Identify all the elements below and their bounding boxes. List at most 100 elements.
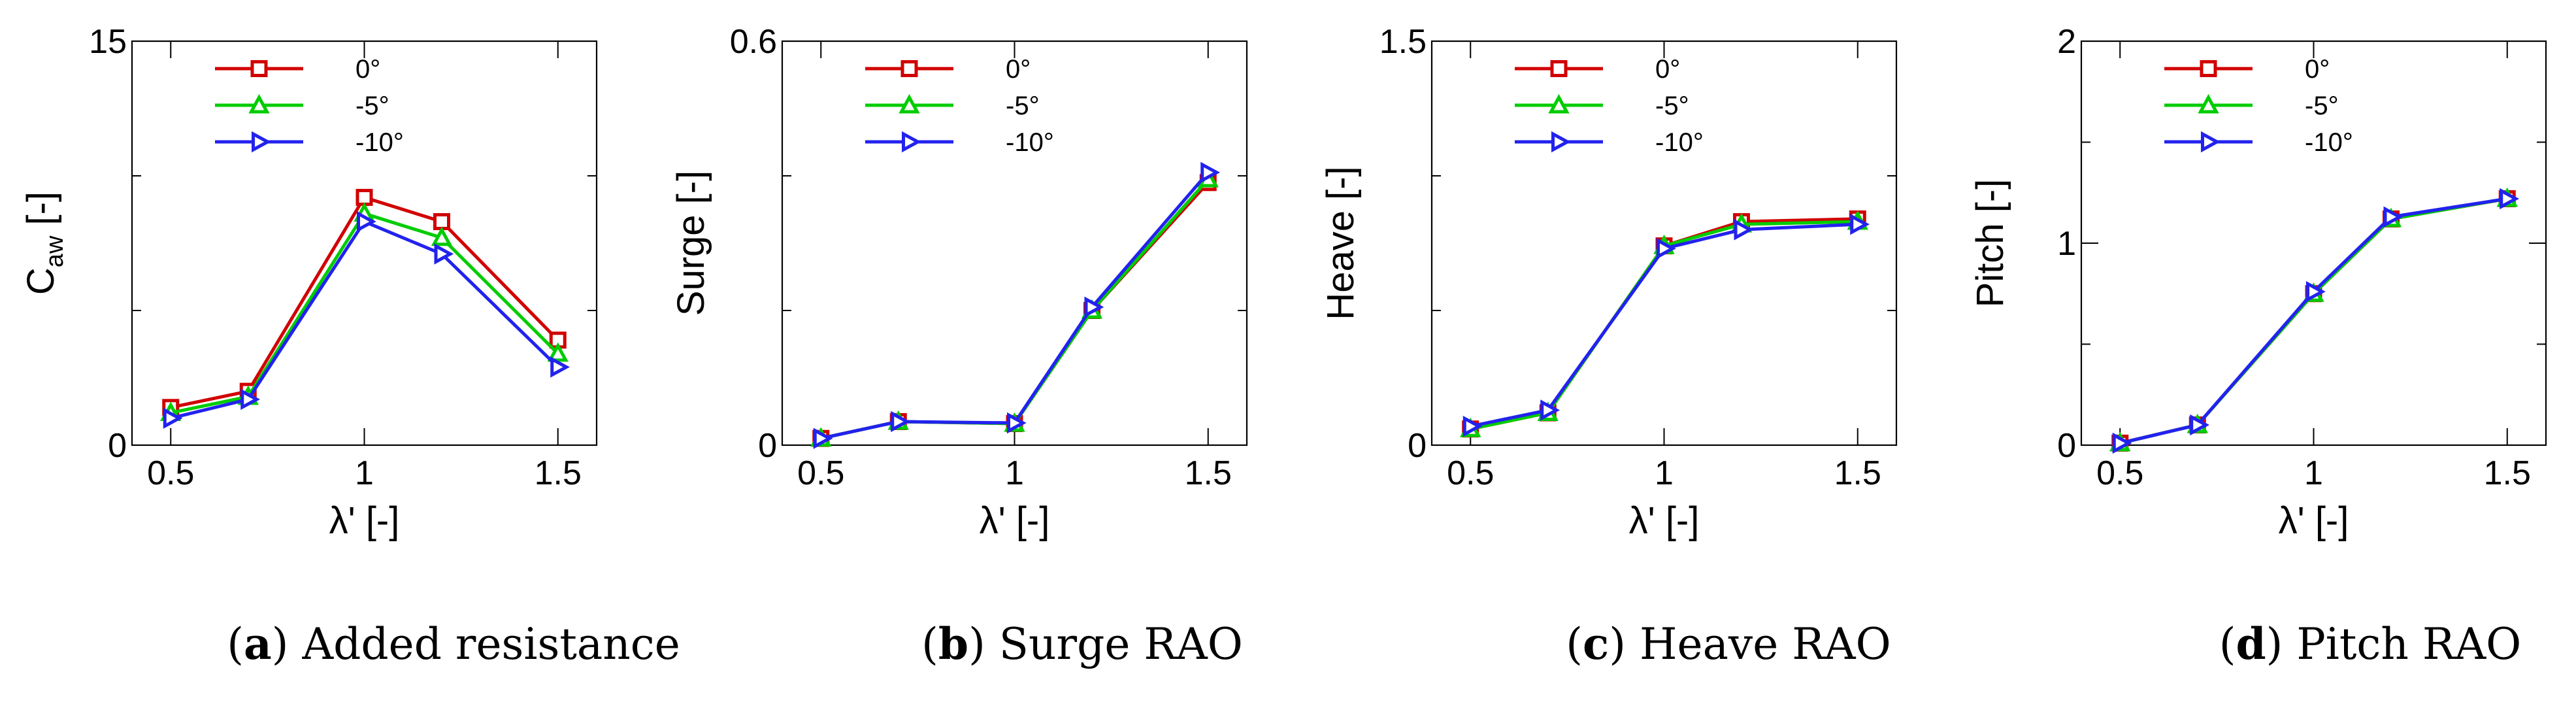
caption-text-d: Pitch RAO (2296, 619, 2522, 669)
data-point-a-2-0 (163, 407, 183, 429)
data-point-b-2-0 (813, 427, 833, 449)
data-point-d-2-2 (2306, 280, 2326, 303)
data-point-d-2-1 (2190, 414, 2209, 436)
data-point-a-1-4 (547, 342, 569, 362)
data-point-a-2-3 (434, 243, 454, 265)
y-axis-label-b: Surge [-] (670, 171, 712, 316)
series-line-b-1 (820, 178, 1210, 441)
y-axis-label-suffix-a: [-] (20, 192, 62, 236)
y-axis-label-subscript-a: aw (41, 235, 69, 267)
y-axis-label-main-d: Pitch [-] (1969, 179, 2011, 308)
y-tick-label-b-0: 0 (758, 427, 777, 465)
legend-label-b-2: -10° (1006, 128, 1054, 157)
y-tick-label-d-1: 1 (2057, 225, 2076, 263)
caption-letter-a: a (243, 618, 272, 669)
legend-label-c-1: -5° (1655, 92, 1689, 120)
x-axis-label-c: λ' [-] (1629, 499, 1700, 542)
x-tick-label-b-0: 0.5 (797, 454, 844, 492)
series-line-d-2 (2119, 197, 2508, 445)
legend-label-a-2: -10° (355, 128, 404, 157)
legend-label-b-1: -5° (1006, 92, 1040, 120)
x-tick-label-b-1: 1 (1005, 454, 1024, 492)
data-point-d-2-0 (2112, 432, 2132, 454)
y-tick-label-a-0: 0 (108, 427, 127, 465)
series-line-a-2 (170, 220, 559, 420)
data-point-a-0-3 (433, 213, 450, 231)
x-tick-label-c-0: 0.5 (1447, 454, 1494, 492)
y-axis-label-c: Heave [-] (1319, 166, 1362, 320)
y-axis-label-main-a: C (20, 267, 62, 295)
legend-label-c-0: 0° (1655, 55, 1680, 84)
legend-marker-a-1 (248, 93, 270, 114)
x-axis-label-a: λ' [-] (329, 499, 400, 542)
caption-text-b: Surge RAO (999, 619, 1243, 669)
data-point-d-2-3 (2383, 206, 2403, 228)
y-tick-label-c-1: 1.5 (1379, 23, 1427, 61)
data-point-b-2-2 (1007, 412, 1027, 434)
y-tick-label-d-2: 2 (2057, 23, 2076, 61)
data-point-c-2-3 (1734, 219, 1754, 241)
series-line-a-0 (170, 195, 559, 409)
caption-c: (c) Heave RAO (1566, 618, 1891, 669)
caption-letter-d: d (2236, 618, 2266, 669)
caption-d: (d) Pitch RAO (2219, 618, 2522, 669)
legend-marker-a-0 (250, 60, 268, 77)
data-point-b-2-4 (1200, 161, 1220, 184)
legend-label-a-1: -5° (355, 92, 389, 120)
data-point-a-2-4 (550, 356, 570, 378)
y-axis-label-d: Pitch [-] (1969, 179, 2011, 308)
y-axis-label-a: Caw [-] (20, 192, 69, 295)
panel-a: 0.5 1 1.5 0 15 λ' [-] Caw [-] 0° -5° -10° (20, 23, 598, 542)
y-tick-label-d-0: 0 (2057, 427, 2076, 465)
data-point-a-2-2 (357, 210, 376, 233)
y-axis-label-main-c: Heave [-] (1319, 166, 1362, 320)
x-tick-label-a-2: 1.5 (535, 454, 582, 492)
data-point-c-2-4 (1850, 213, 1870, 235)
data-point-a-1-3 (431, 226, 453, 246)
x-tick-label-d-2: 1.5 (2484, 454, 2531, 492)
x-axis-label-b: λ' [-] (980, 499, 1050, 542)
data-point-c-2-0 (1462, 415, 1483, 437)
caption-letter-c: c (1583, 618, 1610, 669)
series-line-a-1 (170, 212, 559, 415)
series-line-d-1 (2119, 197, 2508, 445)
legend-marker-b-0 (900, 60, 918, 77)
x-tick-label-d-1: 1 (2304, 454, 2323, 492)
series-line-d-0 (2119, 197, 2508, 445)
data-point-c-2-1 (1540, 399, 1560, 421)
legend-label-b-0: 0° (1006, 55, 1031, 84)
x-tick-label-a-1: 1 (355, 454, 374, 492)
legend-label-c-2: -10° (1655, 128, 1704, 157)
x-tick-label-b-2: 1.5 (1185, 454, 1232, 492)
caption-text-c: Heave RAO (1639, 619, 1891, 669)
x-tick-label-c-1: 1 (1655, 454, 1674, 492)
caption-a: (a) Added resistance (227, 618, 680, 669)
legend-label-a-0: 0° (355, 55, 380, 84)
legend-marker-a-2 (252, 131, 271, 153)
legend-label-d-0: 0° (2305, 55, 2330, 84)
series-line-b-0 (820, 181, 1210, 441)
legend-marker-c-0 (1550, 60, 1568, 77)
caption-b: (b) Surge RAO (921, 618, 1243, 669)
data-point-b-2-3 (1084, 296, 1104, 318)
y-tick-label-c-0: 0 (1408, 427, 1427, 465)
legend-marker-c-2 (1551, 131, 1571, 153)
legend-marker-c-1 (1548, 93, 1570, 114)
y-tick-label-b-1: 0.6 (730, 23, 777, 61)
data-point-a-2-1 (240, 388, 260, 411)
legend-marker-d-2 (2201, 131, 2221, 153)
data-point-c-2-2 (1657, 238, 1676, 260)
series-line-b-2 (820, 171, 1210, 441)
y-axis-label-main-b: Surge [-] (670, 171, 712, 316)
panel-b: 0.5 1 1.5 0 0.6 λ' [-] Surge [-] 0° -5° -10° (670, 23, 1248, 542)
x-tick-label-c-2: 1.5 (1834, 454, 1881, 492)
data-point-a-0-2 (355, 188, 373, 206)
caption-text-a: Added resistance (302, 619, 680, 669)
data-point-d-2-4 (2500, 188, 2519, 210)
legend-marker-d-0 (2200, 60, 2217, 77)
legend-label-d-1: -5° (2305, 92, 2339, 120)
y-tick-label-a-1: 15 (89, 23, 127, 61)
x-tick-label-d-0: 0.5 (2096, 454, 2143, 492)
panel-d: 0.5 1 1.5 0 1 2 λ' [-] Pitch [-] 0° -5° -10° (1969, 23, 2547, 542)
